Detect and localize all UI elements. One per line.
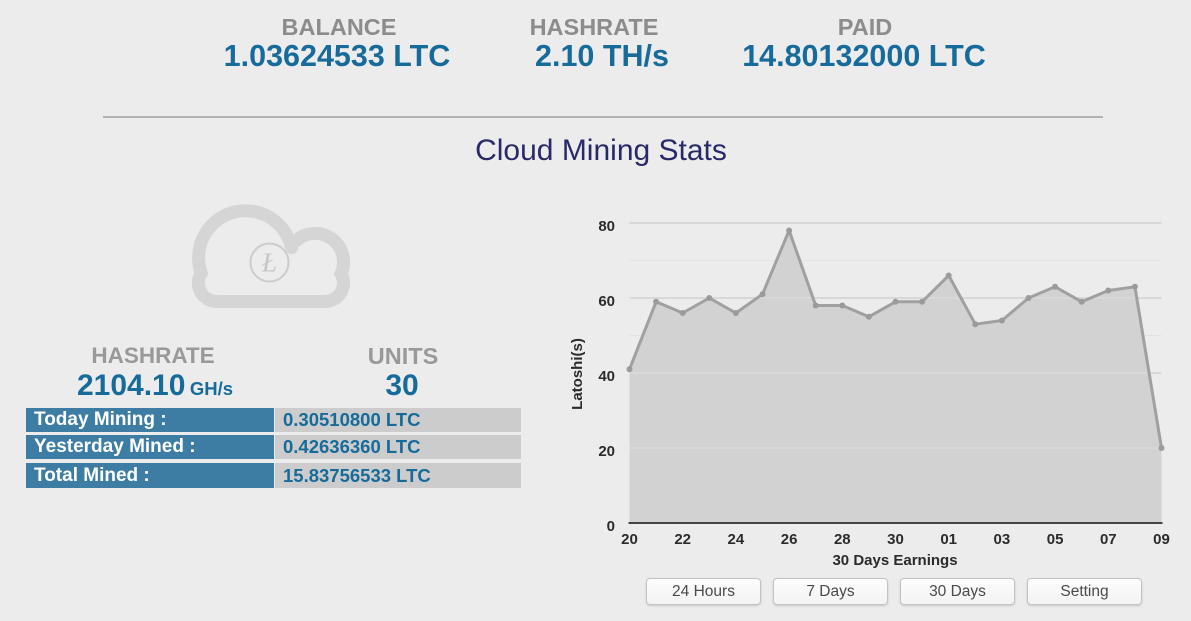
svg-text:28: 28: [834, 531, 851, 548]
svg-text:Ł: Ł: [261, 248, 277, 278]
svg-text:0: 0: [607, 518, 615, 535]
svg-text:05: 05: [1047, 531, 1064, 548]
svg-text:20: 20: [621, 531, 638, 548]
svg-text:09: 09: [1153, 531, 1170, 548]
svg-text:80: 80: [598, 218, 615, 235]
svg-text:03: 03: [994, 531, 1011, 548]
svg-text:01: 01: [940, 531, 957, 548]
svg-text:07: 07: [1100, 531, 1117, 548]
svg-text:30: 30: [887, 531, 904, 548]
svg-text:60: 60: [598, 293, 615, 310]
svg-text:30 Days Earnings: 30 Days Earnings: [832, 552, 957, 569]
svg-text:26: 26: [781, 531, 798, 548]
svg-text:Latoshi(s): Latoshi(s): [569, 338, 586, 410]
svg-text:22: 22: [674, 531, 691, 548]
svg-text:24: 24: [728, 531, 745, 548]
svg-text:20: 20: [598, 443, 615, 460]
svg-text:40: 40: [598, 368, 615, 385]
